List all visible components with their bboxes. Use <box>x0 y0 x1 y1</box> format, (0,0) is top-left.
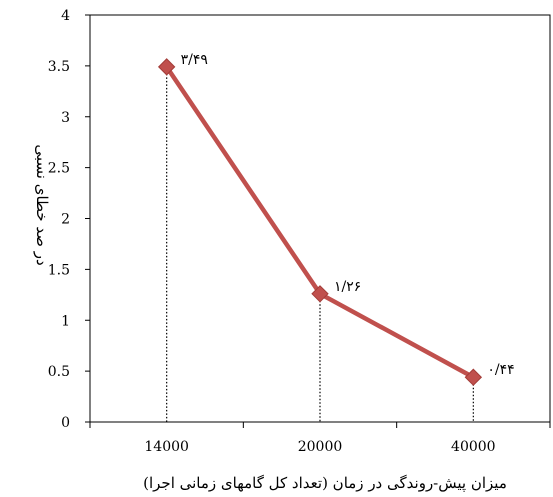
y-tick-label: 0 <box>61 415 70 431</box>
data-point-marker <box>157 58 176 76</box>
y-tick-label: 3.5 <box>48 59 70 75</box>
y-tick-label: 1.5 <box>48 262 70 278</box>
data-point-marker <box>464 368 483 386</box>
x-tick-label: 14000 <box>144 439 189 455</box>
x-axis-title: میزان پیش-روندگی در زمان (تعداد کل گامها… <box>143 474 507 492</box>
data-label: ۳/۴۹ <box>181 52 208 68</box>
y-tick-label: 3 <box>61 110 70 126</box>
data-label: ۰/۴۴ <box>487 362 514 378</box>
y-tick-label: 0.5 <box>48 364 70 380</box>
data-point-marker <box>311 285 329 303</box>
x-tick-label: 20000 <box>298 439 343 455</box>
y-tick-label: 1 <box>61 313 70 329</box>
data-label: ۱/۲۶ <box>334 279 361 295</box>
y-tick-label: 4 <box>61 8 70 24</box>
y-tick-label: 2.5 <box>48 161 70 177</box>
series-line <box>164 65 475 380</box>
x-tick-label: 40000 <box>451 439 496 455</box>
y-axis-title: در صد خطای نسبی <box>33 144 51 265</box>
y-tick-label: 2 <box>61 212 70 228</box>
